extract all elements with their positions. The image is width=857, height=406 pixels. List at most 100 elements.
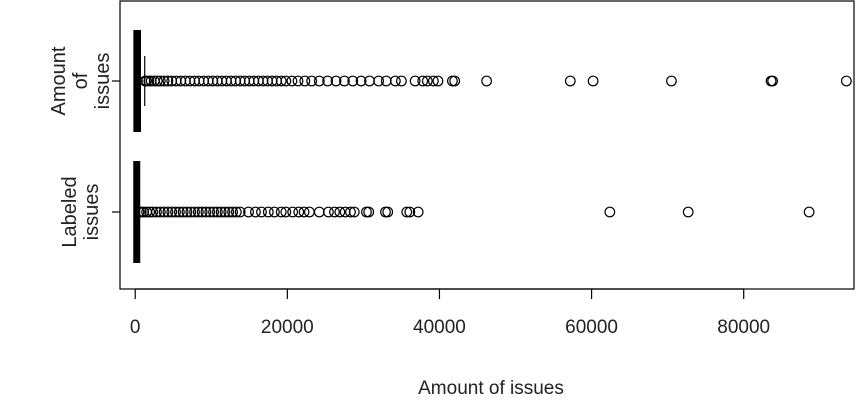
outlier-point (338, 75, 350, 87)
outlier-point (481, 75, 493, 87)
category-label-line: issues (81, 184, 103, 241)
outlier-point (211, 206, 223, 218)
category-label-line: issues (92, 53, 114, 110)
category-label-line: of (70, 72, 92, 89)
outlier-point (219, 206, 231, 218)
outlier-point (227, 206, 238, 218)
outlier-point (564, 75, 576, 87)
outlier-point (432, 75, 444, 87)
outlier-point (313, 75, 325, 87)
outlier-point (348, 206, 360, 218)
outlier-point (196, 206, 208, 218)
outlier-point (330, 75, 342, 87)
outlier-point (298, 206, 310, 218)
x-tick-label: 80000 (717, 317, 770, 338)
outlier-point (275, 206, 287, 218)
outlier-point (292, 75, 304, 87)
outlier-point (208, 206, 219, 218)
outlier-point (269, 206, 280, 218)
outlier-point (840, 75, 852, 87)
outlier-point (154, 75, 166, 87)
boxes (133, 30, 146, 263)
outlier-point (280, 206, 292, 218)
outlier-point (144, 206, 156, 218)
outlier-point (162, 206, 174, 218)
outlier-point (181, 206, 193, 218)
outlier-point (322, 75, 334, 87)
outlier-point (200, 206, 212, 218)
outlier-point (345, 206, 356, 218)
outlier-point (409, 75, 421, 87)
outlier-point (158, 75, 170, 87)
outlier-point (185, 206, 197, 218)
outlier-point (243, 206, 254, 218)
x-tick-label: 60000 (565, 317, 618, 338)
outlier-point (421, 75, 433, 87)
category-label: Amount of issues (48, 46, 114, 115)
category-label: Labeled issues (59, 176, 103, 247)
outlier-point (417, 75, 429, 87)
outlier-point (329, 206, 340, 218)
outlier-point (154, 206, 166, 218)
outlier-point (382, 206, 394, 218)
outlier-point (373, 75, 385, 87)
x-tick-label: 40000 (413, 317, 466, 338)
outlier-point (306, 75, 318, 87)
outlier-point (166, 206, 178, 218)
outlier-point (587, 75, 599, 87)
outlier-point (189, 206, 200, 218)
category-label-line: Amount (48, 46, 70, 115)
outlier-point (192, 206, 204, 218)
outlier-point (449, 75, 461, 87)
outlier-point (401, 206, 413, 218)
outlier-point (151, 75, 163, 87)
outlier-point (347, 75, 359, 87)
outlier-point (666, 75, 677, 87)
outlier-point (275, 75, 287, 87)
outlier-point (287, 206, 299, 218)
outlier-point (803, 206, 815, 218)
outlier-point (682, 206, 694, 218)
outlier-point (412, 206, 424, 218)
outlier-point (355, 75, 367, 87)
outlier-point (286, 75, 298, 87)
outlier-point (173, 206, 185, 218)
outlier-point (223, 206, 235, 218)
outlier-point (256, 206, 267, 218)
outlier-point (427, 75, 439, 87)
outlier-point (158, 206, 170, 218)
outlier-point (380, 206, 391, 218)
outlier-point (262, 206, 274, 218)
outlier-point (389, 75, 401, 87)
outlier-point (230, 206, 242, 218)
outlier-point (215, 206, 227, 218)
category-label-line: Labeled (59, 176, 81, 247)
outlier-point (170, 206, 181, 218)
outlier-point (249, 206, 261, 218)
x-axis: 0 20000 40000 60000 80000 (130, 288, 770, 338)
outlier-point (363, 206, 375, 218)
plot-frame (119, 0, 855, 290)
outlier-point (162, 75, 174, 87)
outlier-point (313, 206, 325, 218)
outlier-point (293, 206, 305, 218)
outlier-point (204, 206, 216, 218)
outlier-point (446, 75, 458, 87)
outlier-point (147, 206, 159, 218)
outlier-point (396, 75, 407, 87)
outlier-point (767, 75, 779, 87)
x-axis-title: Amount of issues (418, 378, 564, 399)
outlier-point (151, 206, 162, 218)
outlier-point (404, 206, 416, 218)
outlier-points (133, 75, 852, 218)
outlier-point (334, 206, 346, 218)
x-tick-label: 20000 (261, 317, 314, 338)
outlier-point (299, 75, 311, 87)
outlier-point (177, 206, 189, 218)
outlier-point (280, 75, 292, 87)
x-tick-label: 0 (130, 317, 141, 338)
outlier-point (234, 206, 246, 218)
outlier-point (361, 206, 372, 218)
